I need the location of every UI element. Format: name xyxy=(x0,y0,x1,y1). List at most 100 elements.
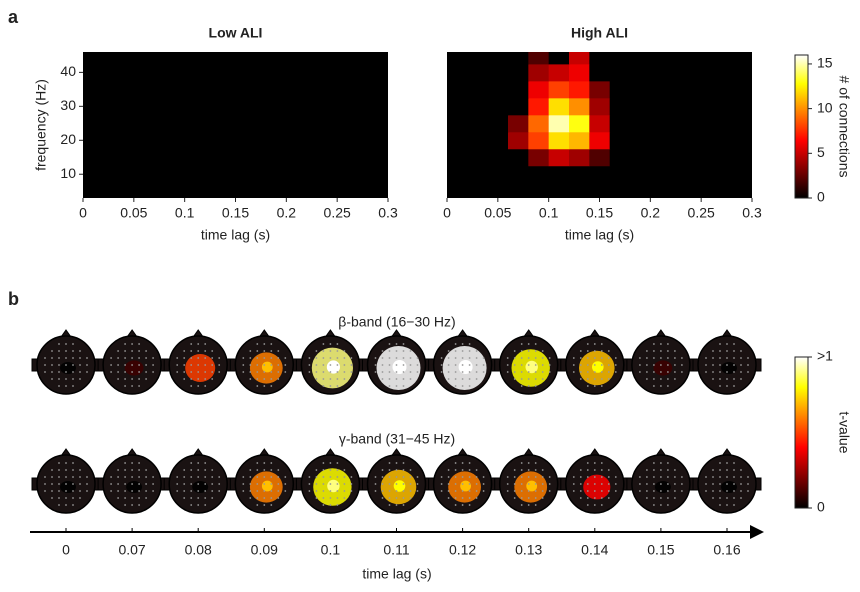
electrode xyxy=(600,483,603,485)
electrode xyxy=(270,504,273,506)
electrode xyxy=(138,378,141,380)
electrode xyxy=(270,385,273,387)
electrode xyxy=(513,371,516,373)
heatmap-cell xyxy=(447,131,468,150)
electrode xyxy=(646,378,648,380)
electrode xyxy=(719,490,721,492)
heatmap-cells xyxy=(83,52,388,198)
heatmap-cell xyxy=(367,165,388,184)
heatmap-cell xyxy=(670,63,692,82)
electrode xyxy=(593,504,596,506)
heatmap-cell xyxy=(447,52,468,65)
electrode xyxy=(468,504,471,506)
electrode xyxy=(660,371,662,373)
electrode xyxy=(726,385,728,387)
electrode xyxy=(176,483,179,485)
electrode xyxy=(51,497,53,499)
electrode xyxy=(461,483,464,485)
electrode xyxy=(586,371,589,373)
electrode xyxy=(72,504,74,506)
heatmap-cell xyxy=(467,52,489,65)
electrode xyxy=(124,490,126,492)
electrode xyxy=(138,364,141,366)
electrode xyxy=(44,364,46,366)
electrode xyxy=(653,462,655,464)
electrode xyxy=(548,483,551,485)
heatmap-cell xyxy=(367,148,388,167)
electrode xyxy=(263,385,266,387)
electrode xyxy=(520,469,523,471)
heatmap-cell xyxy=(245,52,267,65)
electrode xyxy=(681,364,683,366)
electrode xyxy=(388,357,391,359)
heatmap-cell xyxy=(266,97,287,116)
electrode xyxy=(520,350,523,352)
electrode xyxy=(475,483,478,485)
heatmap-cell xyxy=(144,63,165,82)
electrode xyxy=(726,462,728,464)
electrode xyxy=(600,371,603,373)
electrode xyxy=(72,497,74,499)
y-tick-label: 10 xyxy=(60,165,76,181)
electrode xyxy=(600,462,603,464)
heatmap-cell xyxy=(447,114,468,133)
heatmap-cell xyxy=(184,80,206,99)
electrode xyxy=(329,371,332,373)
electrode xyxy=(44,490,46,492)
x-tick-label: 0 xyxy=(443,205,451,221)
electrode xyxy=(72,490,74,492)
electrode xyxy=(329,385,332,387)
electrode xyxy=(249,497,252,499)
electrode xyxy=(747,371,749,373)
electrode xyxy=(506,357,509,359)
electrode xyxy=(65,504,67,506)
electrode xyxy=(72,378,74,380)
electrode xyxy=(350,483,353,485)
heatmap-cell xyxy=(548,80,570,99)
activation xyxy=(192,481,209,493)
electrode xyxy=(660,343,662,345)
electrode xyxy=(138,343,141,345)
heatmap-cell xyxy=(347,80,369,99)
heatmap-cell xyxy=(670,131,692,150)
electrode xyxy=(263,462,266,464)
electrode xyxy=(614,357,617,359)
electrode xyxy=(600,350,603,352)
electrode xyxy=(520,476,523,478)
electrode xyxy=(461,357,464,359)
heatmap-cell xyxy=(508,182,529,198)
row-title: γ-band (31−45 Hz) xyxy=(339,431,455,447)
electrode xyxy=(145,357,148,359)
activation-peak xyxy=(261,361,273,373)
heatmap-cell xyxy=(103,52,125,65)
nose xyxy=(589,448,601,457)
electrode xyxy=(336,490,339,492)
heatmap-cell xyxy=(630,97,651,116)
heatmap-cell xyxy=(487,114,509,133)
electrode xyxy=(674,364,676,366)
electrode xyxy=(242,483,245,485)
electrode xyxy=(593,385,596,387)
electrode xyxy=(719,476,721,478)
heatmap-cell xyxy=(184,97,206,116)
electrode xyxy=(381,350,384,352)
electrode xyxy=(277,371,280,373)
heatmap-cell xyxy=(347,97,369,116)
ear xyxy=(692,477,762,491)
activation xyxy=(721,481,737,493)
electrode xyxy=(593,490,596,492)
electrode xyxy=(461,476,464,478)
electrode xyxy=(402,350,405,352)
heatmap-cell xyxy=(508,52,529,65)
electrode xyxy=(607,371,610,373)
electrode xyxy=(520,364,523,366)
heatmap-cell xyxy=(589,148,611,167)
electrode xyxy=(117,364,119,366)
heatmap-cell xyxy=(184,182,206,198)
electrode xyxy=(315,371,318,373)
electrode xyxy=(402,385,405,387)
electrode xyxy=(65,497,67,499)
electrode xyxy=(712,357,714,359)
electrode xyxy=(176,357,179,359)
electrode xyxy=(454,469,457,471)
